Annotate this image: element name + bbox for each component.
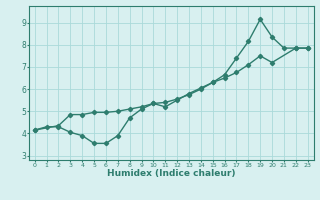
X-axis label: Humidex (Indice chaleur): Humidex (Indice chaleur) (107, 169, 236, 178)
